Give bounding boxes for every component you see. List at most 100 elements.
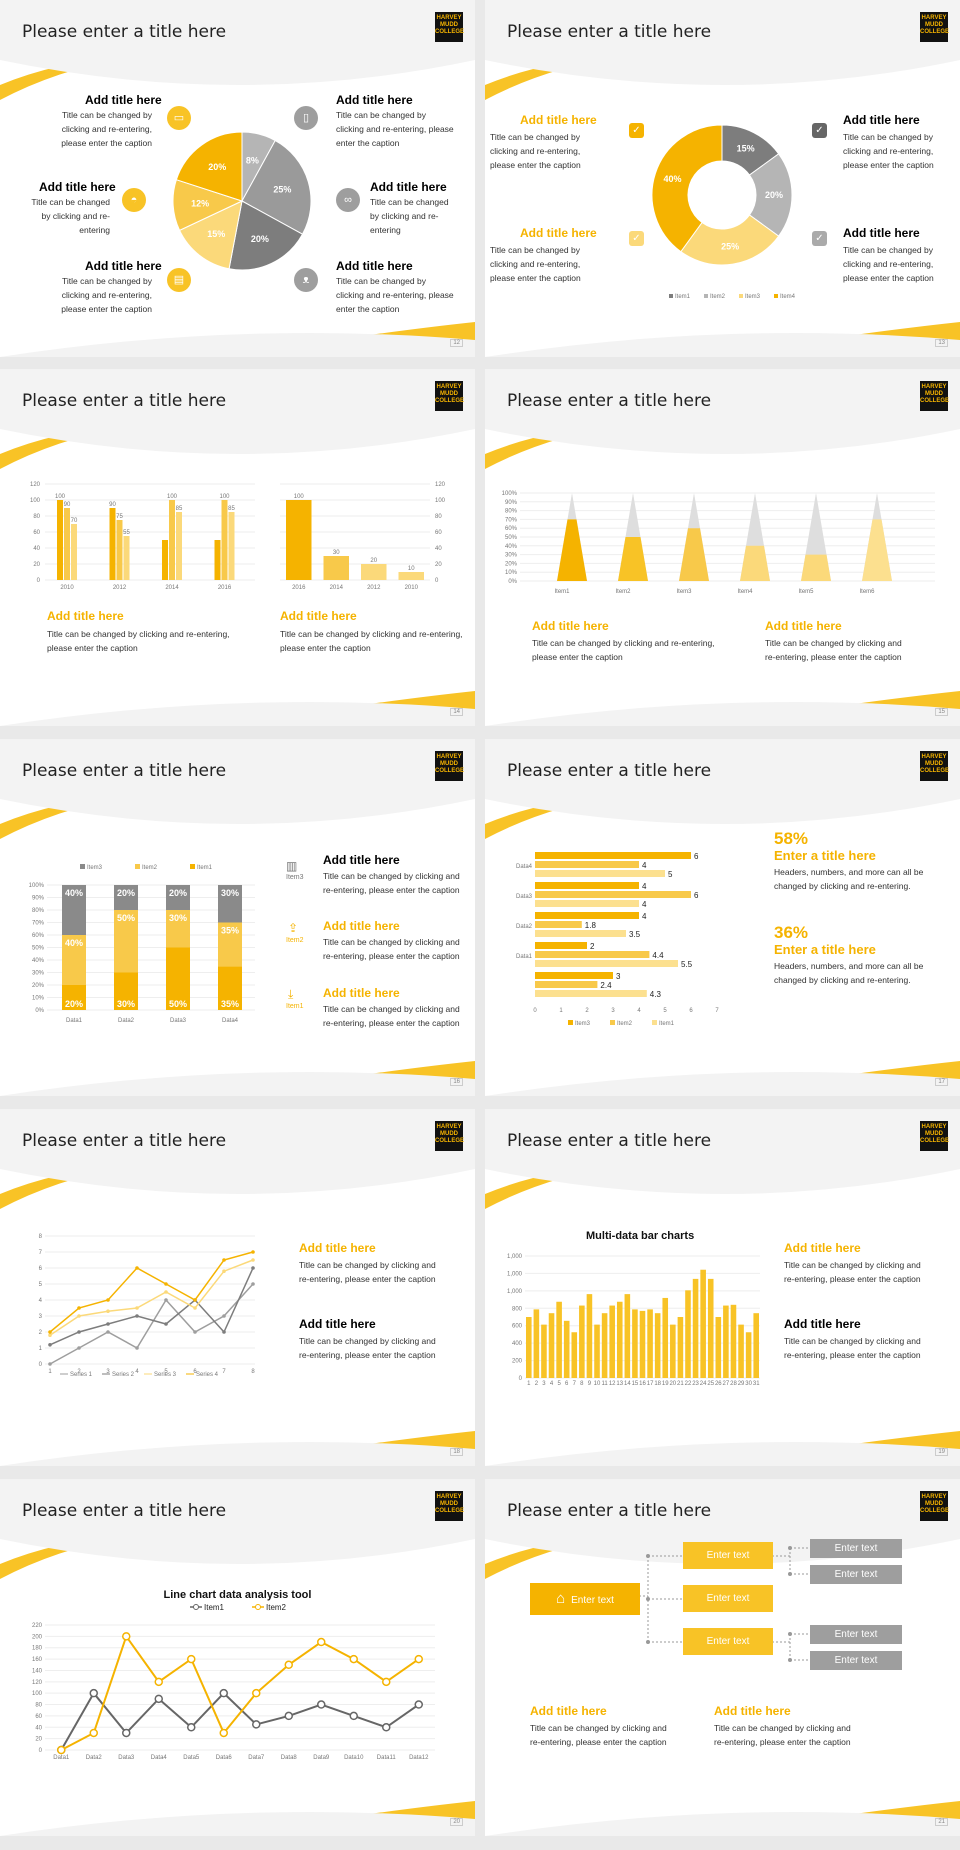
slide-title[interactable]: Please enter a title here: [22, 761, 227, 781]
caption-1[interactable]: Title can be changed by clicking and re-…: [61, 110, 152, 148]
stat-value-2[interactable]: 36%: [774, 923, 809, 942]
caption-3[interactable]: Title can be changed by clicking and re-…: [31, 197, 110, 235]
heading-1[interactable]: Add title here: [520, 113, 597, 127]
bar-value-label: 85: [228, 506, 235, 512]
legend-label: Item2: [617, 1021, 633, 1027]
caption-2[interactable]: Title can be changed by clicking and re-e…: [714, 1723, 851, 1747]
bar: [361, 564, 387, 580]
bar: [535, 942, 587, 949]
caption-6[interactable]: Title can be changed by clicking and re-…: [336, 276, 454, 314]
slide-title[interactable]: Please enter a title here: [22, 391, 227, 411]
heading-4[interactable]: Add title here: [370, 180, 447, 194]
heading-4[interactable]: Add title here: [843, 226, 920, 240]
caption-4[interactable]: Title can be changed by clicking and re-…: [370, 197, 449, 235]
heading-2[interactable]: Add title here: [323, 919, 400, 933]
caption-5[interactable]: Title can be changed by clicking and re-…: [61, 276, 152, 314]
mid-node[interactable]: Enter text: [683, 1542, 773, 1569]
mid-node[interactable]: Enter text: [683, 1628, 773, 1655]
bar-value-label: 4: [642, 861, 647, 870]
checkbox-icon[interactable]: ✓: [812, 123, 827, 138]
leaf-node[interactable]: Enter text: [810, 1565, 902, 1584]
heading-1[interactable]: Add title here: [532, 619, 609, 633]
heading-3[interactable]: Add title here: [843, 113, 920, 127]
stat-text-2[interactable]: Headers, numbers, and more can all be cha…: [774, 961, 924, 985]
heading-1[interactable]: Add title here: [784, 1241, 861, 1255]
leaf-node[interactable]: Enter text: [810, 1625, 902, 1644]
heading-3[interactable]: Add title here: [323, 986, 400, 1000]
caption-1[interactable]: Title can be changed by clicking and re-e…: [299, 1260, 436, 1284]
bar-value-label: 30%: [117, 999, 135, 1009]
y-tick-label: 100%: [502, 491, 518, 497]
caption-2[interactable]: Title can be changed by clicking and re-…: [336, 110, 454, 148]
mid-node[interactable]: Enter text: [683, 1585, 773, 1612]
bar-value-label: 30%: [221, 888, 239, 898]
heading-1[interactable]: Add title here: [323, 853, 400, 867]
caption-1[interactable]: Title can be changed by clicking and re-…: [532, 638, 715, 662]
x-tick-label: Item2: [615, 589, 631, 595]
caption-1[interactable]: Title can be changed by clicking and re-…: [47, 629, 230, 653]
y-tick-label: Data3: [516, 894, 533, 900]
college-logo: HARVEY MUDD COLLEGE: [435, 381, 464, 411]
slide-title[interactable]: Please enter a title here: [507, 1131, 712, 1151]
slide-title[interactable]: Please enter a title here: [507, 391, 712, 411]
heading-6[interactable]: Add title here: [336, 259, 413, 273]
checkbox-icon[interactable]: ✓: [629, 231, 644, 246]
caption-1[interactable]: Title can be changed by clicking and re-e…: [530, 1723, 667, 1747]
caption-2[interactable]: Title can be changed by clicking and re-e…: [323, 937, 460, 961]
caption-1[interactable]: Title can be changed by clicking and re-e…: [784, 1260, 921, 1284]
stat-title-1[interactable]: Enter a title here: [774, 848, 876, 863]
caption-3[interactable]: Title can be changed by clicking and re-…: [843, 132, 934, 170]
heading-1[interactable]: Add title here: [530, 1704, 607, 1718]
heading-2[interactable]: Add title here: [784, 1317, 861, 1331]
stat-text-1[interactable]: Headers, numbers, and more can all be cha…: [774, 867, 924, 891]
heading-2[interactable]: Add title here: [299, 1317, 376, 1331]
y-tick-label: 120: [435, 482, 446, 488]
heading-2[interactable]: Add title here: [714, 1704, 791, 1718]
slide-title[interactable]: Please enter a title here: [507, 22, 712, 42]
heading-2[interactable]: Add title here: [765, 619, 842, 633]
y-tick-label: 8: [39, 1234, 43, 1240]
heading-1[interactable]: Add title here: [299, 1241, 376, 1255]
caption-1[interactable]: Title can be changed by clicking and re-e…: [323, 871, 460, 895]
y-tick-label: 400: [512, 1341, 523, 1347]
leaf-node[interactable]: Enter text: [810, 1539, 902, 1558]
bar: [571, 1332, 578, 1378]
caption-2[interactable]: Title can be changed by clicking and re-…: [280, 629, 463, 653]
caption-1[interactable]: Title can be changed by clicking and re-…: [490, 132, 581, 170]
caption-4[interactable]: Title can be changed by clicking and re-…: [843, 245, 934, 283]
page-number: 15: [935, 708, 948, 716]
heading-5[interactable]: Add title here: [85, 259, 162, 273]
y-tick-label: 3: [39, 1314, 43, 1320]
slide-title[interactable]: Please enter a title here: [22, 1501, 227, 1521]
slide-title[interactable]: Please enter a title here: [507, 1501, 712, 1521]
cone-fill: [557, 519, 587, 581]
x-tick-label: 2016: [292, 585, 306, 591]
heading-3[interactable]: Add title here: [39, 180, 116, 194]
slide-title[interactable]: Please enter a title here: [22, 22, 227, 42]
caption-2[interactable]: Title can be changed by clicking and re-e…: [765, 638, 902, 662]
x-tick-label: 2010: [405, 585, 419, 591]
heading-2[interactable]: Add title here: [280, 609, 357, 623]
side-item-label: Item2: [286, 937, 304, 944]
caption-3[interactable]: Title can be changed by clicking and re-e…: [323, 1004, 460, 1028]
bar: [221, 500, 228, 580]
caption-2[interactable]: Title can be changed by clicking and re-e…: [299, 1336, 436, 1360]
caption-2[interactable]: Title can be changed by clicking and re-…: [490, 245, 581, 283]
heading-1[interactable]: Add title here: [47, 609, 124, 623]
heading-1[interactable]: Add title here: [85, 93, 162, 107]
heading-2[interactable]: Add title here: [336, 93, 413, 107]
stat-value-1[interactable]: 58%: [774, 829, 809, 848]
data-point: [414, 1700, 423, 1709]
bar-value-label: 5.5: [681, 960, 693, 969]
slide-title[interactable]: Please enter a title here: [507, 761, 712, 781]
heading-2[interactable]: Add title here: [520, 226, 597, 240]
root-node[interactable]: ⌂ Enter text: [530, 1583, 640, 1615]
caption-2[interactable]: Title can be changed by clicking and re-e…: [784, 1336, 921, 1360]
leaf-node[interactable]: Enter text: [810, 1651, 902, 1670]
checkbox-icon[interactable]: ✓: [629, 123, 644, 138]
slide-title[interactable]: Please enter a title here: [22, 1131, 227, 1151]
x-tick-label: 10: [594, 1381, 601, 1387]
stat-title-2[interactable]: Enter a title here: [774, 942, 876, 957]
checkbox-icon[interactable]: ✓: [812, 231, 827, 246]
x-tick-label: 2: [77, 1369, 81, 1375]
